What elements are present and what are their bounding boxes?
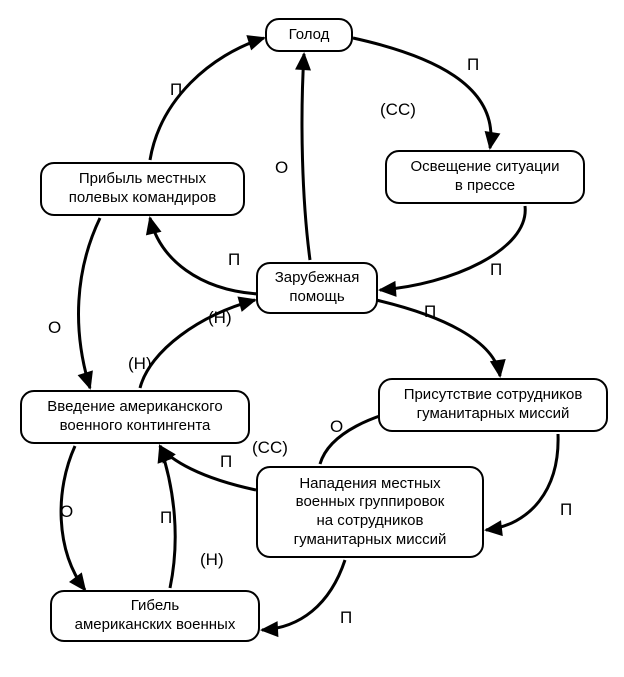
edge-label-attacks-usforce: П: [220, 452, 232, 472]
edge-label-aid-profit: П: [228, 250, 240, 270]
node-deaths: Гибельамериканских военных: [50, 590, 260, 642]
edge-aid-ingo: [376, 300, 500, 376]
node-profit: Прибыль местныхполевых командиров: [40, 162, 245, 216]
node-aid: Зарубежнаяпомощь: [256, 262, 378, 314]
edge-label-deaths-usforce: П: [160, 508, 172, 528]
loop-label-2: (H): [200, 550, 224, 570]
edge-usforce-aid: [140, 300, 255, 388]
edges-layer: [0, 0, 624, 677]
edge-label-profit-golod: П: [170, 80, 182, 100]
loop-label-4: (H): [128, 354, 152, 374]
loop-label-3: (CC): [252, 438, 288, 458]
edge-label-aid-golod: О: [275, 158, 288, 178]
node-golod: Голод: [265, 18, 353, 52]
node-usforce: Введение американскоговоенного континген…: [20, 390, 250, 444]
edge-profit-usforce: [79, 218, 100, 388]
edge-aid-profit: [150, 218, 258, 294]
edge-label-ingo-attacks: П: [560, 500, 572, 520]
edge-label-press-aid: П: [490, 260, 502, 280]
loop-label-0: (CC): [380, 100, 416, 120]
edge-label-profit-usforce: О: [48, 318, 61, 338]
edge-ingo-attacks: [486, 434, 558, 530]
node-ingo: Присутствие сотрудниковгуманитарных мисс…: [378, 378, 608, 432]
loop-label-1: (H): [208, 308, 232, 328]
edge-attacks-usforce: [160, 446, 256, 490]
edge-attacks-deaths: [262, 560, 345, 630]
edge-label-golod-press: П: [467, 55, 479, 75]
diagram-stage: Голод Освещение ситуациив прессе Прибыль м…: [0, 0, 624, 677]
edge-press-aid: [380, 206, 525, 290]
edge-profit-golod: [150, 38, 264, 160]
node-press: Освещение ситуациив прессе: [385, 150, 585, 204]
node-attacks: Нападения местныхвоенных группировокна с…: [256, 466, 484, 558]
edge-label-attacks-ingo: О: [330, 417, 343, 437]
edge-aid-golod: [302, 54, 310, 260]
edge-label-usforce-deaths: О: [60, 502, 73, 522]
edge-label-aid-ingo: П: [424, 302, 436, 322]
edge-label-attacks-deaths: П: [340, 608, 352, 628]
